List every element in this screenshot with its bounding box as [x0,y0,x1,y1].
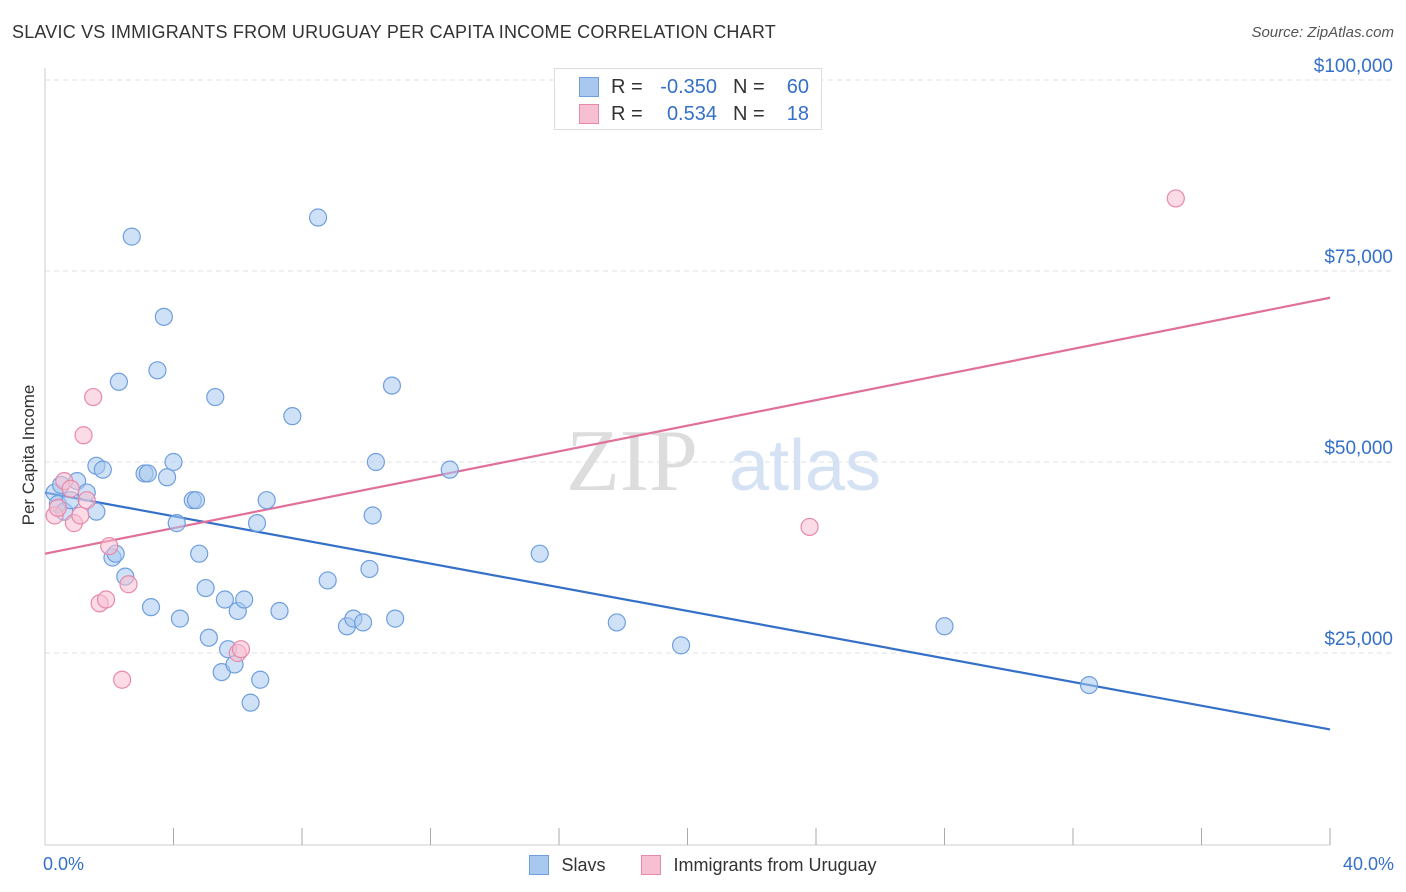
r-label: R = [611,75,643,98]
x-tick-label: 0.0% [43,854,84,874]
point-uruguay [71,506,90,525]
legend-item-slavs: Slavs [529,855,605,876]
grid-lines [45,79,1392,654]
legend-swatch-slavs [579,77,599,97]
point-slavs [440,460,459,479]
point-uruguay [100,536,119,556]
x-tick-label: 40.0% [1343,854,1394,874]
r-label: R = [611,102,643,125]
point-slavs [148,361,167,380]
point-uruguay [119,575,138,594]
point-slavs [215,590,234,609]
point-slavs [164,452,183,472]
point-uruguay [231,640,251,659]
point-slavs [251,670,270,689]
point-slavs [241,693,260,712]
y-tick-label: $50,000 [1324,438,1393,459]
point-slavs [257,491,276,510]
point-slavs [363,506,382,525]
point-slavs [167,514,186,533]
point-slavs [530,544,549,563]
legend-swatch-uruguay [641,855,662,875]
point-slavs [353,613,373,632]
point-slavs [671,636,691,655]
point-uruguay [61,479,80,498]
y-tick-label: $25,000 [1324,629,1393,650]
y-axis-label: Per Capita Income [19,384,38,526]
y-tick-label: $75,000 [1324,247,1393,268]
y-tick-label: $100,000 [1314,56,1393,77]
n-label: N = [733,102,765,125]
correlation-legend: R = -0.350 N = 60 R = 0.534 N = 18 [554,68,822,130]
trend-line-uruguay [44,296,1331,555]
point-slavs [386,609,405,628]
data-points [45,189,1185,712]
point-uruguay [96,590,116,609]
point-slavs [308,208,328,227]
point-uruguay [48,498,67,517]
point-slavs [235,590,254,609]
watermark-atlas: atlas [729,426,881,506]
legend-row-slavs: R = -0.350 N = 60 [579,75,809,99]
point-slavs [109,372,128,391]
point-uruguay [800,517,819,537]
point-slavs [122,227,141,246]
legend-item-uruguay: Immigrants from Uruguay [641,854,877,876]
watermark-zip: ZIP [566,413,698,510]
point-slavs [170,609,190,628]
point-slavs [186,491,206,510]
point-uruguay [77,491,96,510]
chart-title: SLAVIC VS IMMIGRANTS FROM URUGUAY PER CA… [12,22,776,42]
tick-labels: $25,000 $50,000 $75,000 $100,000 0.0% 40.0% [43,56,1394,874]
r-value-uruguay: 0.534 [666,102,717,125]
point-slavs [935,617,954,636]
point-slavs [247,514,267,533]
point-slavs [154,307,173,326]
legend-label-slavs: Slavs [561,854,606,875]
point-slavs [360,559,379,579]
point-slavs [141,598,161,617]
legend-swatch-slavs [529,855,550,875]
point-slavs [199,628,218,647]
point-slavs [270,601,289,621]
legend-row-uruguay: R = 0.534 N = 18 [579,102,809,126]
n-label: N = [733,75,765,98]
legend-swatch-uruguay [579,104,599,124]
point-uruguay [84,387,103,407]
source-credit: Source: ZipAtlas.com [1251,24,1394,41]
trend-lines [44,296,1331,731]
point-slavs [1079,675,1099,695]
series-legend: Slavs Immigrants from Uruguay [0,852,1406,878]
point-uruguay [1166,189,1185,208]
point-slavs [196,578,215,598]
n-value-slavs: 60 [786,75,809,98]
n-value-uruguay: 18 [786,102,809,125]
point-slavs [366,452,385,472]
point-slavs [206,387,225,407]
trend-line-slavs [44,491,1331,731]
axes [44,68,1331,846]
point-slavs [190,544,209,563]
point-slavs [382,376,402,395]
point-uruguay [74,426,93,445]
point-slavs [318,571,337,590]
point-uruguay [112,670,132,689]
r-value-slavs: -0.350 [660,75,717,98]
point-slavs [93,460,112,479]
legend-label-uruguay: Immigrants from Uruguay [673,854,877,875]
point-slavs [157,468,177,487]
watermark: ZIP atlas [566,413,881,510]
point-slavs [607,613,626,632]
point-slavs [283,407,302,426]
point-slavs [138,464,157,483]
